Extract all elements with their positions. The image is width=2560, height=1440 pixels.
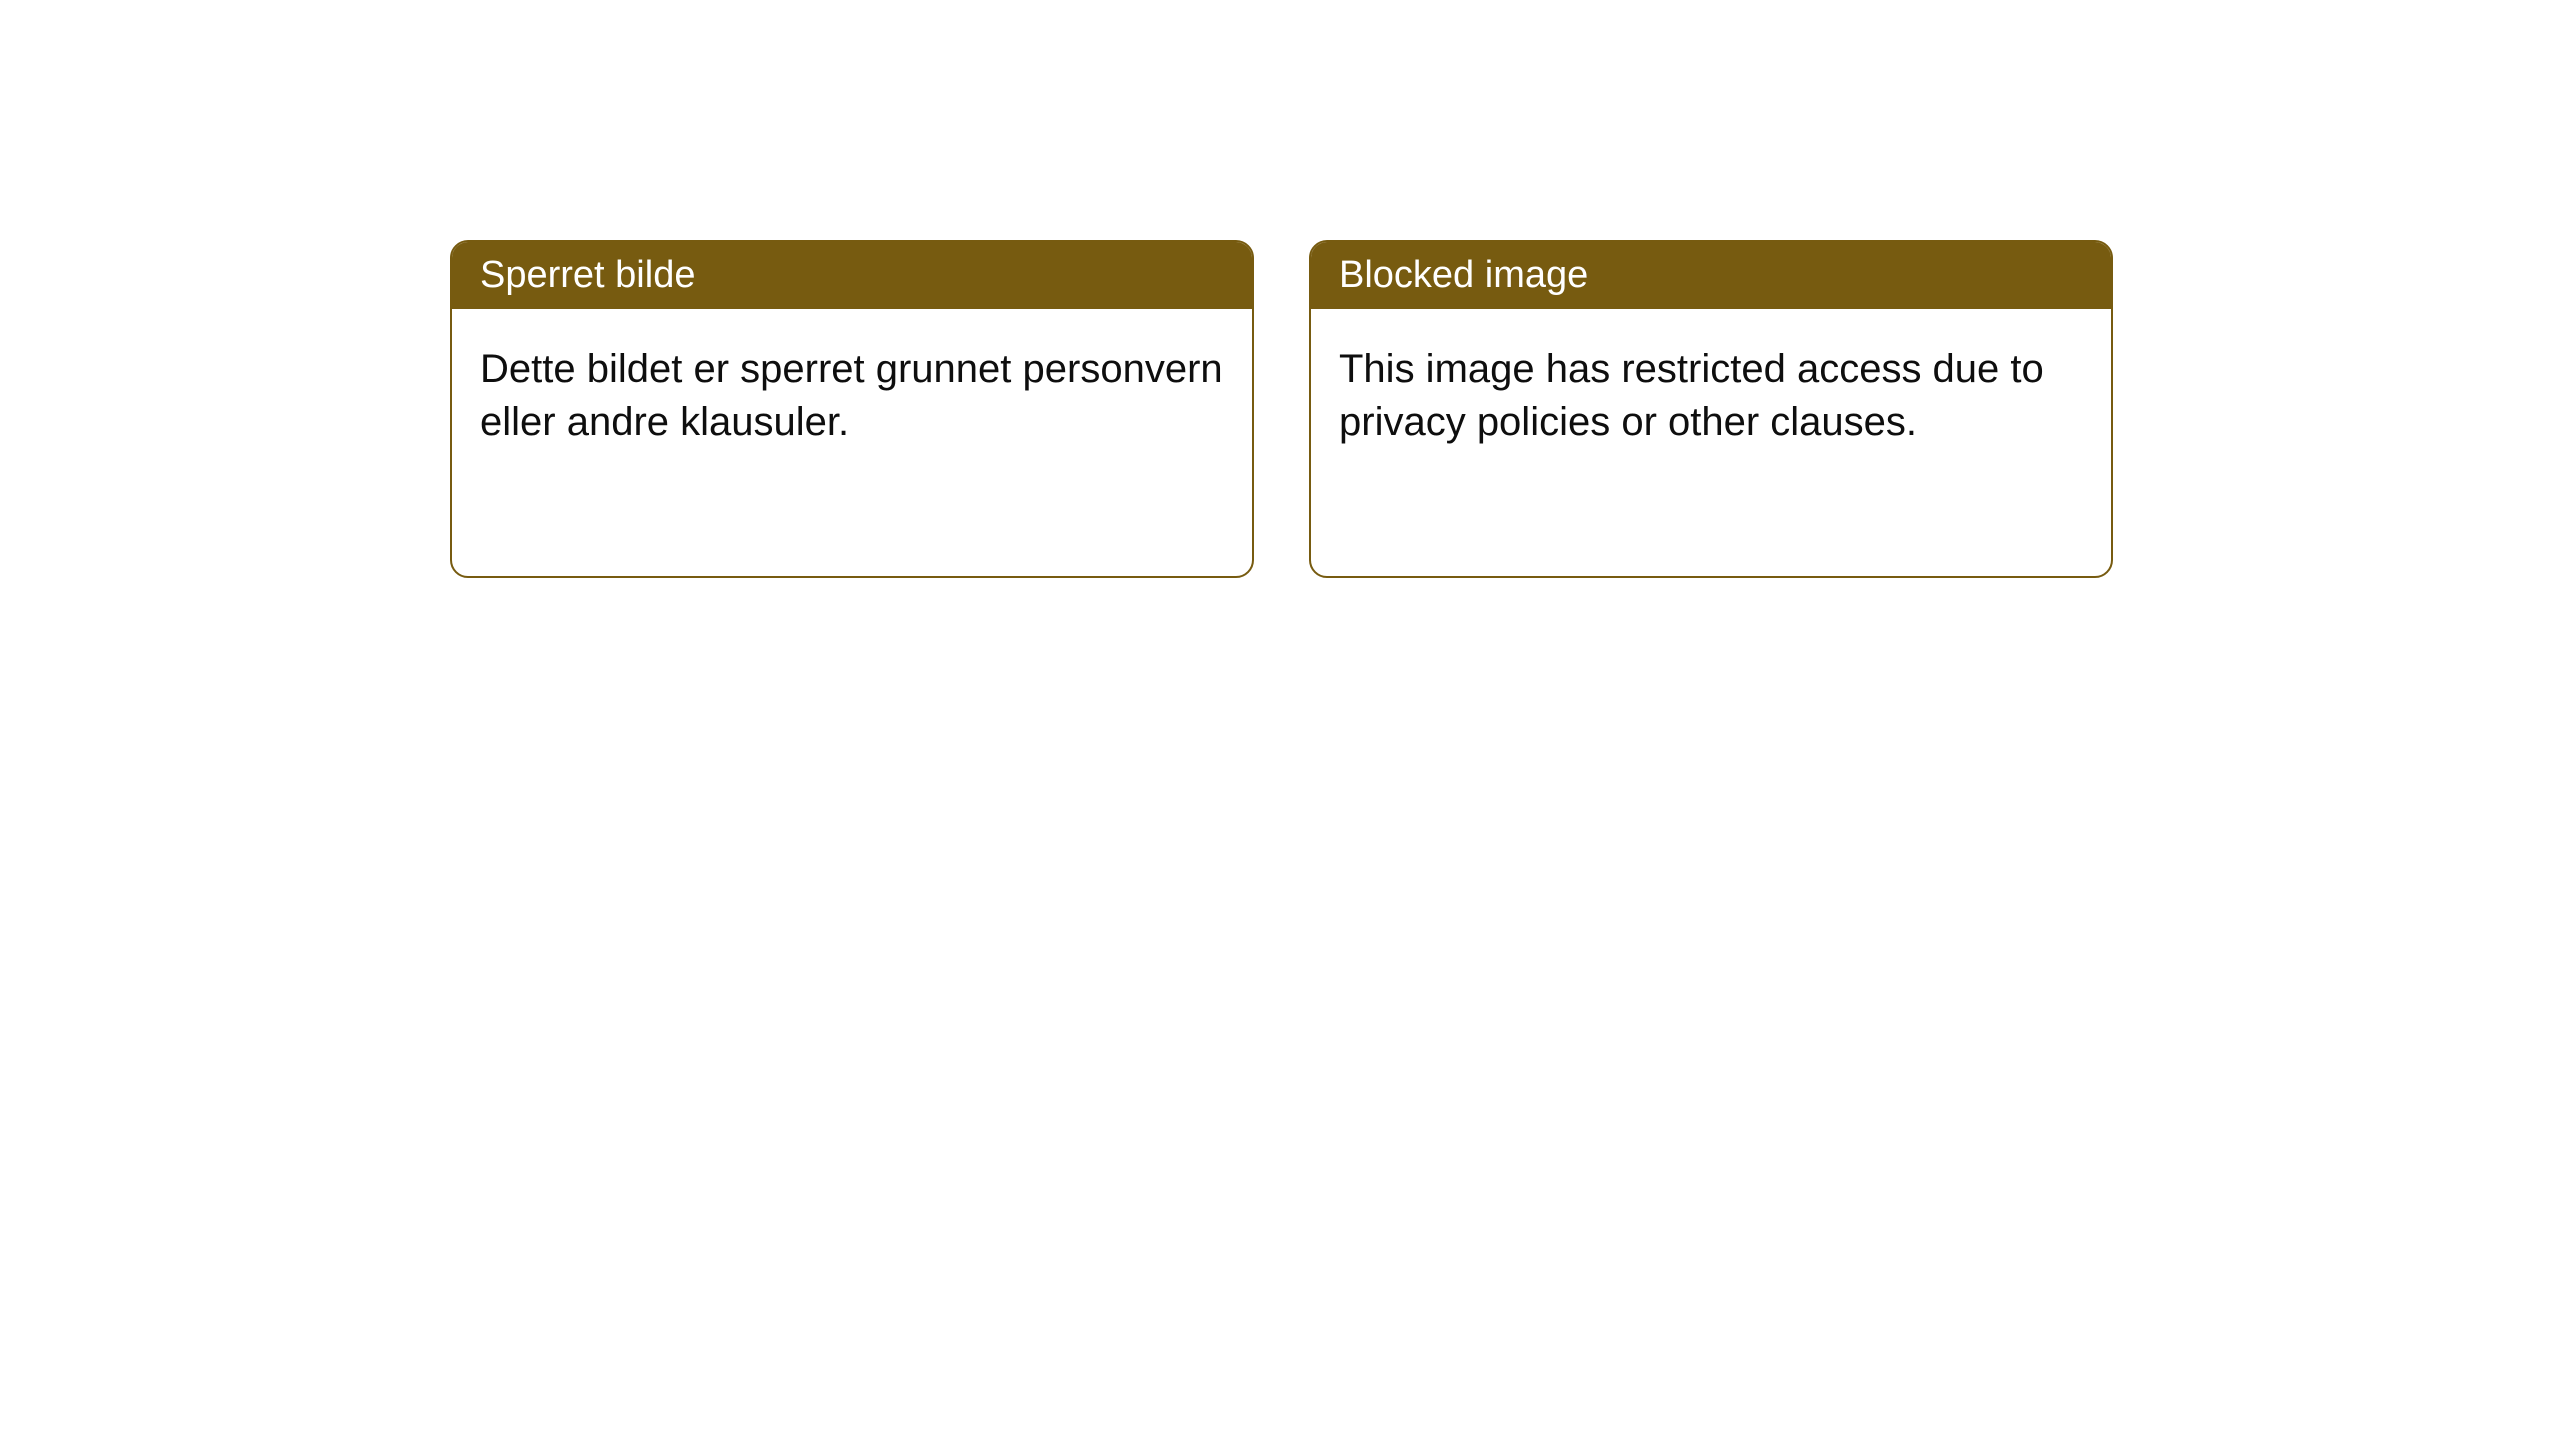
- notice-panel-english: Blocked image This image has restricted …: [1309, 240, 2113, 578]
- panel-body: Dette bildet er sperret grunnet personve…: [452, 309, 1252, 483]
- notice-container: Sperret bilde Dette bildet er sperret gr…: [0, 0, 2560, 578]
- panel-title: Blocked image: [1311, 242, 2111, 309]
- panel-title: Sperret bilde: [452, 242, 1252, 309]
- notice-panel-norwegian: Sperret bilde Dette bildet er sperret gr…: [450, 240, 1254, 578]
- panel-body: This image has restricted access due to …: [1311, 309, 2111, 483]
